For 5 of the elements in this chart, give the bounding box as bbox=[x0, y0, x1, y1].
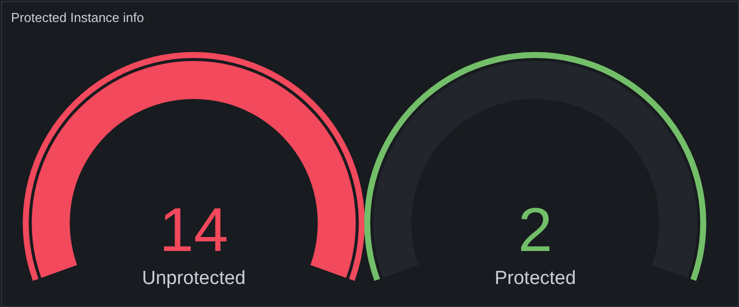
category-label: Unprotected bbox=[142, 268, 246, 289]
data-label: 2 bbox=[518, 196, 552, 265]
data-label: 14 bbox=[159, 196, 228, 265]
category-label: Protected bbox=[494, 268, 576, 289]
text: Protected Instance info bbox=[11, 10, 144, 25]
